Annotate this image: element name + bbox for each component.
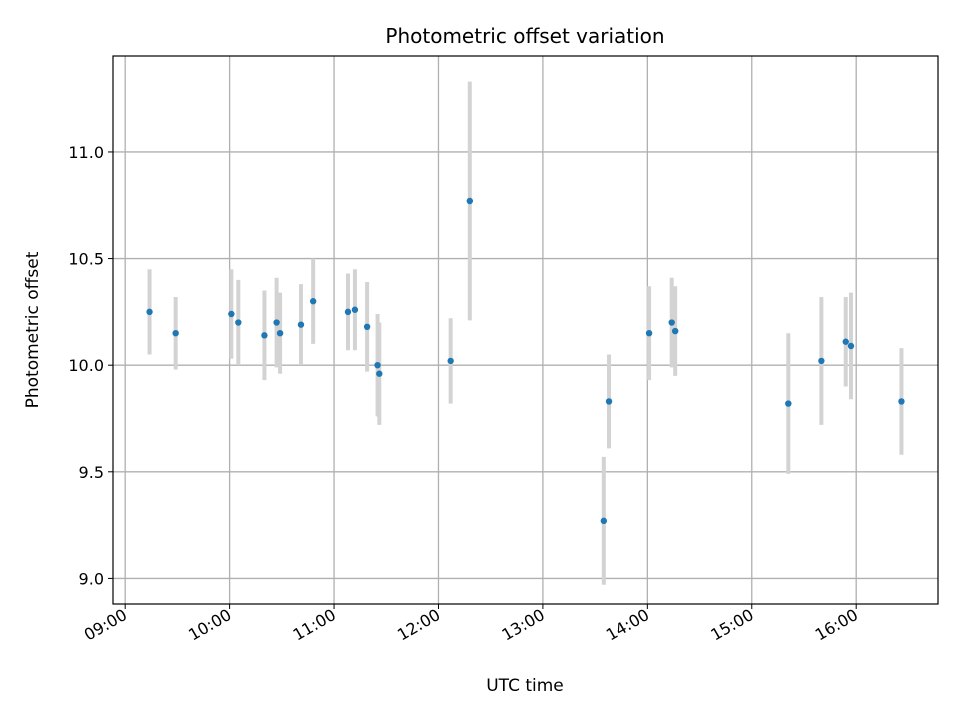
x-tick-label: 13:00: [498, 605, 547, 645]
x-tick-label: 11:00: [290, 605, 339, 645]
data-point: [847, 342, 855, 350]
y-axis-label: Photometric offset: [23, 251, 43, 408]
data-point: [228, 310, 235, 318]
data-point: [842, 338, 849, 345]
data-point: [605, 398, 613, 405]
data-points: [146, 197, 905, 525]
y-tick-label: 10.0: [68, 356, 104, 375]
y-tick-label: 11.0: [68, 143, 104, 162]
data-point: [261, 332, 268, 339]
data-point: [671, 327, 679, 335]
data-point: [172, 329, 179, 337]
data-point: [309, 298, 317, 305]
data-point: [273, 319, 280, 326]
x-tick-label: 10:00: [185, 605, 234, 645]
data-point: [668, 319, 675, 326]
x-axis-label: UTC time: [486, 676, 564, 696]
data-point: [276, 329, 284, 337]
data-point: [818, 357, 825, 365]
x-tick-label: 15:00: [707, 605, 756, 645]
data-point: [146, 308, 153, 316]
x-axis-ticks: 09:00 10:00 11:00 12:00 13:00 14:00 15:00 16:00: [81, 604, 861, 645]
y-tick-label: 9.0: [79, 569, 104, 588]
y-tick-label: 9.5: [79, 463, 104, 482]
x-tick-label: 12:00: [394, 605, 443, 645]
y-axis-ticks: 9.0 9.5 10.0 10.5 11.0: [68, 143, 113, 588]
plot-frame: [112, 55, 939, 605]
data-point: [374, 361, 381, 369]
x-tick-label: 09:00: [81, 605, 130, 645]
data-point: [898, 398, 905, 405]
data-point: [466, 197, 474, 205]
data-point: [297, 321, 305, 328]
data-point: [376, 370, 383, 377]
data-point: [363, 323, 371, 331]
data-point: [785, 400, 792, 407]
data-point: [645, 329, 653, 337]
x-tick-label: 16:00: [812, 605, 861, 645]
data-point: [600, 517, 608, 525]
chart-title: Photometric offset variation: [385, 24, 664, 48]
x-tick-label: 14:00: [603, 605, 652, 645]
data-point: [447, 357, 454, 365]
y-tick-label: 10.5: [68, 250, 104, 269]
data-point: [235, 319, 242, 326]
data-point: [344, 308, 352, 316]
data-point: [351, 306, 359, 313]
